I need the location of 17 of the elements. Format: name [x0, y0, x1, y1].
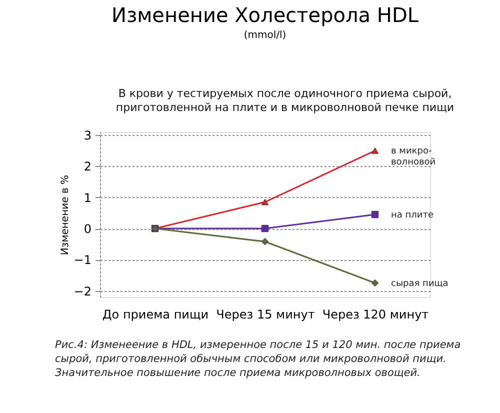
x-tick-label: Через 15 минут: [216, 308, 315, 322]
y-tick-label: 0: [84, 222, 92, 236]
series-label: в микро- волновой: [391, 146, 436, 168]
y-axis-title: Изменение в %: [60, 174, 71, 256]
y-tick-label: 2: [84, 160, 92, 174]
y-tick-label: 3: [84, 128, 92, 143]
text: В крови у тестируемых после одиночного приема сырой, приготовленной на плите и в микроволновой печке пищи: [116, 87, 454, 114]
x-tick-label: Через 120 минут: [322, 308, 429, 322]
y-tick-label: 1: [84, 190, 92, 205]
y-tick-label: −2: [74, 284, 92, 298]
x-tick-label: До приема пищи: [102, 308, 209, 322]
chart-subtitle: (mmol/l): [244, 30, 286, 41]
series-label: на плите: [391, 210, 434, 220]
series-label: сырая пища: [391, 278, 448, 289]
chart-title: Изменение Холестерола HDL: [112, 3, 420, 27]
y-tick-label: −1: [74, 253, 92, 268]
text: Рис.4: Изменеение в HDL, измеренное после 15 и 120 мин. после приема сырой, приготовленной обычным способом или микроволновой пищи. Значительное повышение после приема микроволновых овощей.: [55, 339, 461, 379]
